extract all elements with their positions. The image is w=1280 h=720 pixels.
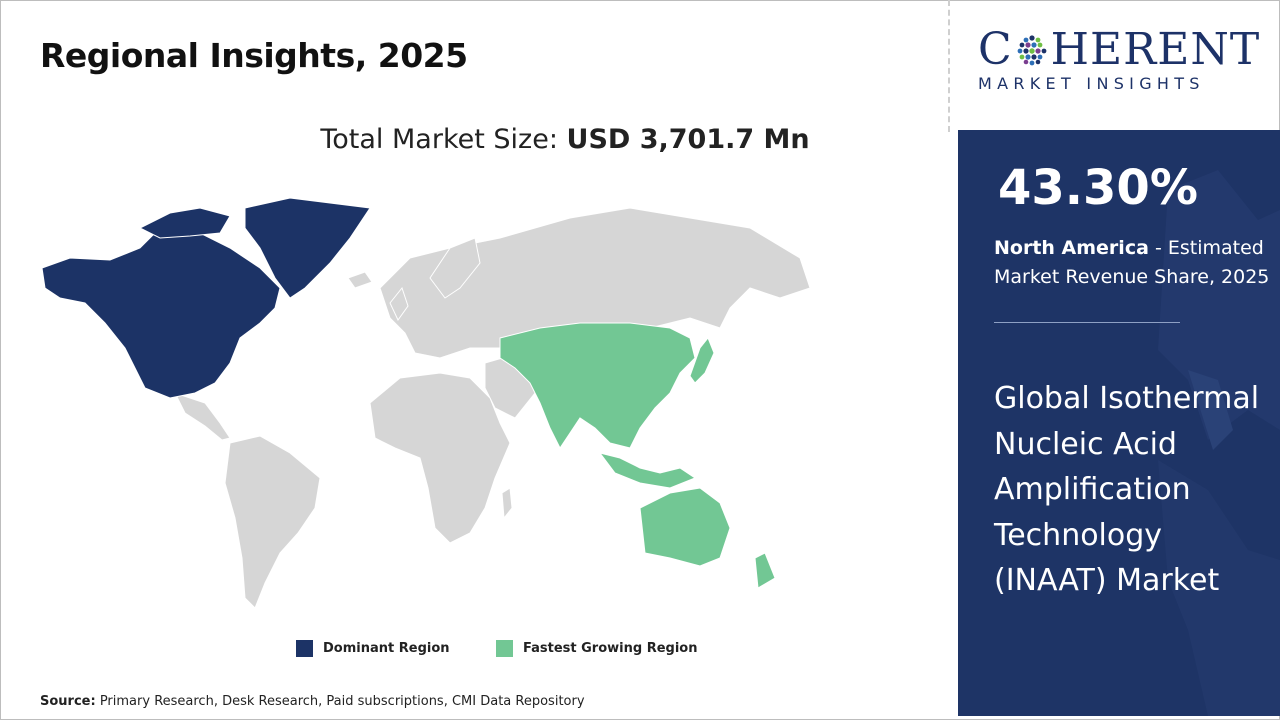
legend-fastest: Fastest Growing Region (496, 640, 697, 657)
total-market-size: Total Market Size: USD 3,701.7 Mn (0, 124, 1130, 155)
legend-swatch-dominant (296, 640, 313, 657)
market-name: Global Isothermal Nucleic Acid Amplifica… (994, 381, 1260, 598)
market-size-label: Total Market Size: (320, 124, 558, 155)
europe-russia-shape (379, 207, 811, 359)
share-text: - Estimated Market Revenue Share, 2025 (994, 237, 1270, 288)
logo-wordmark: C (978, 28, 1268, 72)
australia-shape (639, 487, 731, 567)
panel-background-map (1158, 170, 1280, 716)
africa-shape (369, 372, 511, 544)
world-map (41, 197, 811, 609)
logo-tagline: MARKET INSIGHTS (978, 74, 1205, 93)
header-divider (948, 0, 950, 132)
source-label: Source: (40, 694, 96, 709)
legend-dominant: Dominant Region (296, 640, 450, 657)
share-region: North America (994, 237, 1149, 259)
logo-letter-c: C (978, 24, 1013, 75)
central-america-shape (174, 392, 231, 441)
arctic-islands-shape (138, 207, 231, 239)
logo-globe-icon (1017, 35, 1047, 66)
source-note: Source: Primary Research, Desk Research,… (40, 694, 585, 709)
source-text: Primary Research, Desk Research, Paid su… (95, 694, 585, 709)
legend-swatch-fastest (496, 640, 513, 657)
japan-shape (689, 337, 715, 384)
share-description: North America - Estimated Market Revenue… (994, 234, 1274, 292)
highlight-panel: 43.30% North America - Estimated Market … (958, 130, 1280, 716)
legend-label-fastest: Fastest Growing Region (523, 641, 698, 656)
share-underline (994, 322, 1180, 323)
south-america-shape (224, 435, 321, 609)
iceland-shape (347, 271, 373, 289)
scandinavia-shape (429, 237, 481, 299)
new-zealand-shape (754, 552, 776, 589)
brand-logo: C (978, 28, 1268, 94)
logo-letters-rest: HERENT (1050, 24, 1261, 75)
uk-shape (389, 286, 409, 321)
map-other-regions (174, 207, 811, 609)
map-dominant-region (41, 197, 371, 399)
page-title: Regional Insights, 2025 (40, 36, 468, 75)
north-america-shape (41, 227, 281, 399)
greenland-shape (244, 197, 371, 299)
map-fastest-region (499, 322, 776, 589)
market-size-value: USD 3,701.7 Mn (566, 124, 810, 155)
madagascar-shape (501, 487, 513, 520)
share-percent: 43.30% (998, 160, 1198, 216)
indonesia-shape (598, 452, 697, 489)
asia-shape (499, 322, 696, 449)
legend-label-dominant: Dominant Region (323, 641, 450, 656)
